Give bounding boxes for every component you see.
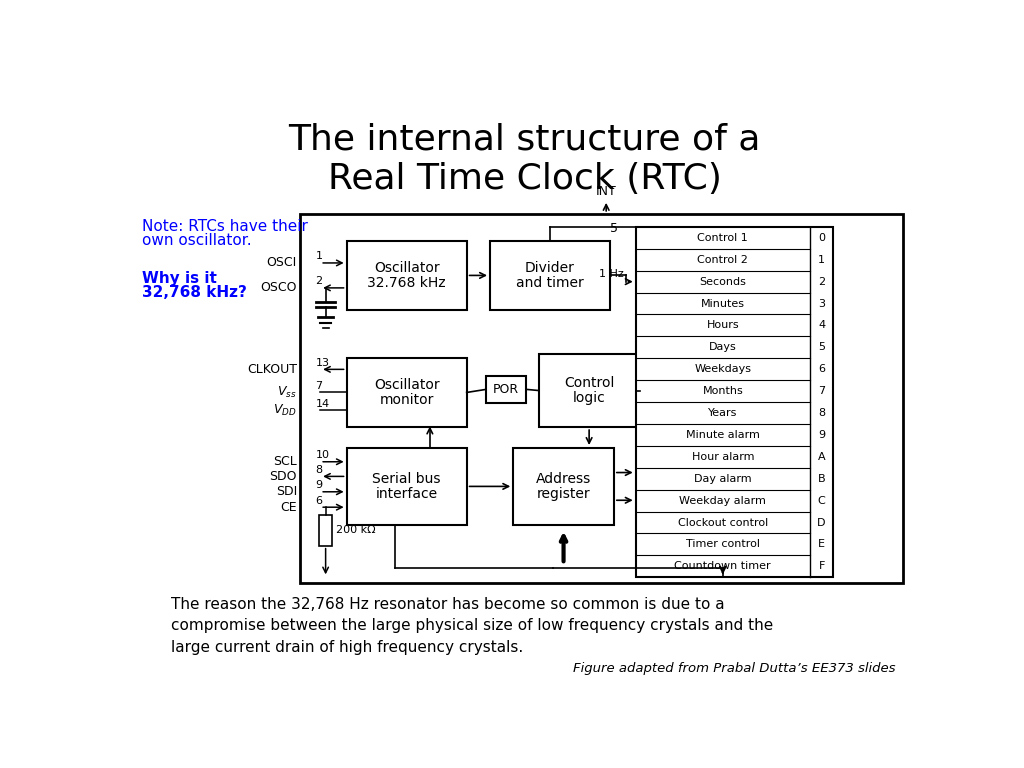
Text: 8: 8 (818, 408, 825, 418)
Text: Timer control: Timer control (686, 539, 760, 549)
Text: SCL: SCL (273, 455, 297, 468)
Text: and timer: and timer (516, 276, 584, 290)
Text: Day alarm: Day alarm (694, 474, 752, 484)
Text: A: A (818, 452, 825, 462)
Text: logic: logic (572, 391, 605, 406)
Text: SDO: SDO (269, 470, 297, 483)
Text: Figure adapted from Prabal Dutta’s EE373 slides: Figure adapted from Prabal Dutta’s EE373… (572, 661, 895, 674)
Text: Minutes: Minutes (700, 299, 744, 309)
Text: Serial bus: Serial bus (373, 472, 441, 485)
Text: CE: CE (281, 501, 297, 514)
Text: interface: interface (376, 487, 437, 501)
Text: 1: 1 (818, 255, 825, 265)
Text: 10: 10 (315, 450, 330, 460)
Text: 5: 5 (610, 221, 618, 234)
Bar (636, 227, 834, 578)
Text: $V_{DD}$: $V_{DD}$ (273, 402, 297, 418)
Text: Real Time Clock (RTC): Real Time Clock (RTC) (328, 162, 722, 196)
Bar (346, 448, 467, 525)
Text: Oscillator: Oscillator (374, 260, 439, 275)
Text: 2: 2 (818, 276, 825, 286)
Text: 1 Hz: 1 Hz (599, 269, 624, 279)
Text: INT: INT (596, 184, 616, 197)
Text: Control 1: Control 1 (697, 233, 749, 243)
Text: 32,768 kHz?: 32,768 kHz? (142, 285, 247, 300)
Text: Hours: Hours (707, 320, 739, 330)
Bar (539, 354, 640, 427)
Text: Seconds: Seconds (699, 276, 746, 286)
Bar (300, 214, 903, 584)
Text: 6: 6 (315, 495, 323, 505)
Text: 7: 7 (315, 381, 323, 391)
Text: own oscillator.: own oscillator. (142, 233, 252, 248)
Text: $V_{ss}$: $V_{ss}$ (278, 385, 297, 400)
Text: SDI: SDI (275, 485, 297, 498)
Text: 14: 14 (315, 399, 330, 409)
Text: 8: 8 (315, 465, 323, 475)
Text: Why is it: Why is it (142, 271, 217, 286)
Bar (486, 376, 526, 403)
Text: Weekdays: Weekdays (694, 364, 752, 374)
Text: 0: 0 (818, 233, 825, 243)
Text: 4: 4 (818, 320, 825, 330)
Text: 1: 1 (315, 251, 323, 261)
Text: CLKOUT: CLKOUT (247, 362, 297, 376)
Bar (346, 241, 467, 310)
Text: E: E (818, 539, 825, 549)
Text: register: register (537, 487, 591, 501)
Text: monitor: monitor (380, 393, 434, 407)
Bar (513, 448, 614, 525)
Bar (319, 515, 332, 546)
Text: Address: Address (536, 472, 591, 485)
Text: Minute alarm: Minute alarm (686, 430, 760, 440)
Text: Years: Years (709, 408, 737, 418)
Text: POR: POR (494, 383, 519, 396)
Text: Weekday alarm: Weekday alarm (679, 495, 766, 505)
Text: Countdown timer: Countdown timer (675, 561, 771, 571)
Text: 9: 9 (315, 480, 323, 490)
Text: 5: 5 (818, 343, 825, 353)
Text: Control: Control (564, 376, 614, 390)
Text: B: B (818, 474, 825, 484)
Text: 13: 13 (315, 358, 330, 368)
Text: The internal structure of a: The internal structure of a (289, 123, 761, 157)
Bar (489, 241, 610, 310)
Text: OSCI: OSCI (266, 257, 297, 270)
Text: The reason the 32,768 Hz resonator has become so common is due to a
compromise b: The reason the 32,768 Hz resonator has b… (171, 597, 773, 654)
Text: Months: Months (702, 386, 743, 396)
Text: 7: 7 (818, 386, 825, 396)
Text: C: C (818, 495, 825, 505)
Text: Clockout control: Clockout control (678, 518, 768, 528)
Text: 3: 3 (818, 299, 825, 309)
Text: D: D (817, 518, 826, 528)
Text: Control 2: Control 2 (697, 255, 749, 265)
Text: Divider: Divider (525, 260, 574, 275)
Text: OSCO: OSCO (260, 281, 297, 294)
Text: 32.768 kHz: 32.768 kHz (368, 276, 445, 290)
Text: 2: 2 (315, 276, 323, 286)
Text: Hour alarm: Hour alarm (691, 452, 754, 462)
Text: F: F (818, 561, 824, 571)
Text: Note: RTCs have their: Note: RTCs have their (142, 220, 308, 234)
Text: 6: 6 (818, 364, 825, 374)
Text: Days: Days (709, 343, 736, 353)
Bar (346, 358, 467, 427)
Text: 200 kΩ: 200 kΩ (337, 525, 376, 535)
Text: 9: 9 (818, 430, 825, 440)
Text: Oscillator: Oscillator (374, 378, 439, 392)
